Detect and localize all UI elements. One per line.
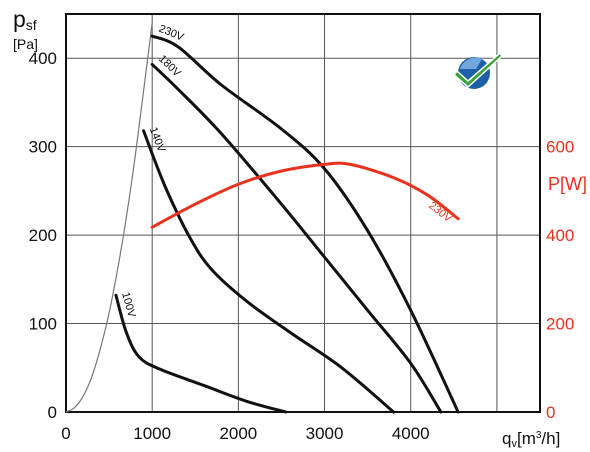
x-axis-title-unit-end: /h]: [541, 429, 560, 448]
x-tick-label: 0: [61, 424, 70, 443]
series-label-0: 230V: [157, 23, 186, 44]
y-left-tick-label: 0: [48, 403, 57, 422]
x-axis-title-sup: 3: [536, 430, 542, 441]
y-right-tick-label: 200: [546, 315, 574, 334]
y-right-tick-label: 400: [546, 226, 574, 245]
y-axis-title-unit: [Pa]: [13, 36, 38, 52]
x-tick-label: 4000: [392, 424, 430, 443]
y-right-tick-label: 0: [546, 403, 555, 422]
grid: [66, 14, 540, 412]
logo-globe-highlight: [460, 57, 482, 69]
y-right-tick-label: 600: [546, 138, 574, 157]
system-curve: [65, 22, 153, 413]
y-left-tick-label: 200: [29, 226, 57, 245]
series-line-3: [114, 293, 288, 414]
x-axis-title-sub: v: [511, 438, 517, 450]
x-axis-title: qv[m3/h]: [502, 429, 560, 450]
y-axis-title-main: psf: [13, 6, 37, 33]
x-tick-label: 1000: [133, 424, 171, 443]
series-label-1: 180V: [156, 53, 183, 80]
series-line-4: [150, 161, 460, 229]
y-left-tick-label: 100: [29, 315, 57, 334]
plot-frame: [65, 13, 541, 413]
x-axis-title-unit: [m: [517, 429, 536, 448]
series-line-1: [150, 62, 443, 414]
logo-checkmark-icon: [452, 51, 503, 89]
y-left-tick-label: 300: [29, 138, 57, 157]
x-tick-label: 2000: [219, 424, 257, 443]
certification-logo: [452, 51, 503, 89]
series-line-0: [150, 34, 460, 414]
y-left-tick-label: 400: [29, 49, 57, 68]
x-tick-label: 3000: [306, 424, 344, 443]
series-line-2: [142, 129, 395, 414]
y-axis-right-title: P[W]: [548, 174, 587, 194]
axis-titles: psf [Pa] P[W] qv[m3/h]: [13, 6, 587, 450]
y-axis-title-sub: sf: [26, 17, 37, 33]
